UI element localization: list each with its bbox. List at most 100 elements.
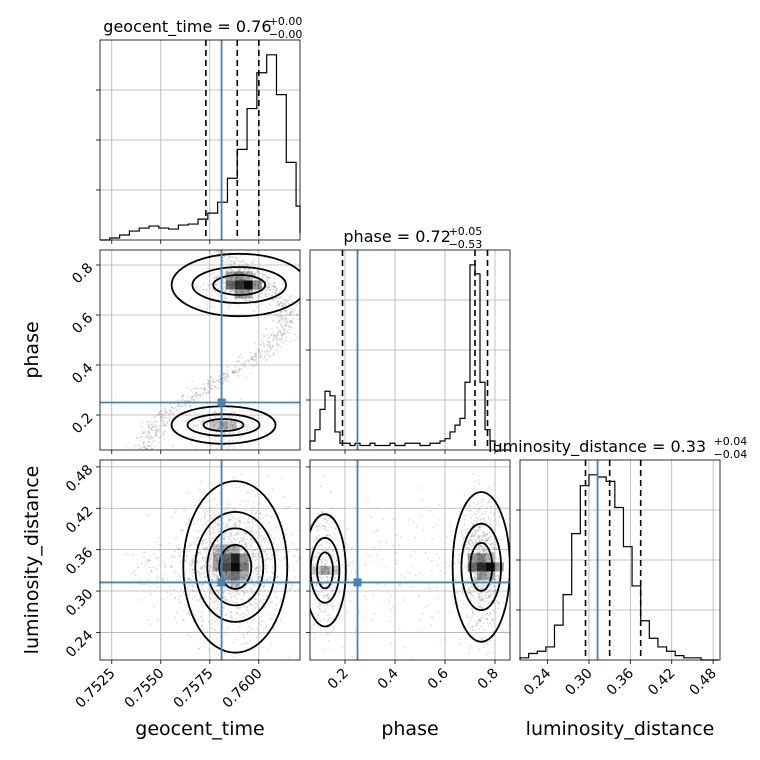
scatter-point	[318, 603, 321, 606]
scatter-point	[224, 532, 227, 534]
scatter-point	[203, 390, 206, 393]
scatter-point	[188, 578, 190, 581]
scatter-point	[222, 545, 225, 547]
scatter-point	[481, 587, 483, 589]
scatter-point	[276, 549, 279, 552]
scatter-point	[372, 594, 374, 597]
scatter-point	[244, 573, 247, 576]
scatter-point	[226, 523, 228, 526]
scatter-point	[247, 291, 249, 293]
scatter-point	[216, 540, 219, 543]
scatter-point	[272, 282, 275, 285]
scatter-point	[222, 431, 225, 434]
scatter-point	[218, 550, 221, 553]
scatter-point	[487, 614, 490, 617]
scatter-point	[480, 599, 483, 602]
scatter-point	[333, 532, 336, 535]
scatter-point	[148, 558, 151, 561]
scatter-point	[228, 268, 231, 271]
scatter-point	[479, 598, 482, 601]
scatter-point	[238, 368, 241, 371]
scatter-point	[241, 260, 244, 263]
scatter-point	[222, 591, 225, 594]
scatter-point	[248, 271, 251, 274]
scatter-point	[260, 292, 263, 295]
scatter-point	[487, 558, 490, 560]
scatter-point	[213, 562, 216, 565]
scatter-point	[189, 542, 192, 545]
scatter-point	[257, 570, 259, 573]
scatter-point	[315, 589, 317, 592]
scatter-point	[234, 585, 237, 588]
scatter-point	[488, 486, 490, 489]
title-phase: phase = 0.72+0.05−0.53	[343, 225, 482, 251]
scatter-point	[202, 420, 205, 422]
scatter-point	[489, 583, 492, 586]
scatter-point	[284, 324, 287, 327]
scatter-point	[474, 553, 477, 556]
scatter-point	[491, 542, 494, 545]
scatter-point	[239, 540, 241, 543]
scatter-point	[275, 293, 278, 296]
scatter-point	[187, 491, 190, 494]
scatter-point	[199, 480, 202, 483]
scatter-point	[256, 636, 258, 638]
scatter-point	[473, 576, 476, 579]
scatter-point	[390, 609, 392, 611]
scatter-point	[283, 329, 286, 332]
scatter-point	[260, 286, 263, 289]
scatter-point	[236, 585, 238, 588]
scatter-point	[266, 285, 269, 288]
scatter-point	[252, 360, 255, 363]
scatter-point	[485, 533, 488, 536]
scatter-point	[158, 436, 161, 439]
scatter-point	[244, 543, 247, 546]
scatter-point	[206, 272, 209, 275]
scatter-point	[202, 573, 205, 576]
scatter-point	[235, 291, 238, 294]
scatter-point	[276, 326, 279, 329]
scatter-point	[468, 577, 471, 579]
scatter-point	[381, 518, 384, 521]
scatter-point	[288, 328, 290, 331]
scatter-point	[203, 388, 206, 391]
scatter-point	[234, 411, 236, 414]
scatter-point	[226, 365, 229, 368]
title-luminosity_distance: luminosity_distance = 0.33 +0.04−0.04	[488, 435, 747, 461]
scatter-point	[238, 264, 241, 266]
scatter-point	[213, 412, 216, 414]
scatter-point	[248, 588, 251, 591]
scatter-point	[226, 508, 228, 511]
scatter-point	[206, 422, 209, 425]
scatter-point	[251, 299, 254, 302]
scatter-point	[228, 259, 231, 262]
scatter-point	[326, 579, 329, 582]
scatter-point	[210, 423, 213, 426]
scatter-point	[314, 568, 317, 570]
scatter-point	[242, 296, 245, 299]
scatter-point	[315, 522, 318, 525]
scatter-point	[214, 554, 217, 557]
scatter-point	[240, 367, 243, 370]
scatter-point	[224, 514, 227, 517]
scatter-point	[484, 594, 486, 597]
scatter-point	[191, 396, 194, 398]
scatter-point	[217, 414, 220, 417]
scatter-point	[150, 436, 153, 439]
scatter-point	[196, 520, 199, 523]
scatter-point	[462, 602, 465, 605]
scatter-point	[483, 636, 486, 638]
scatter-point	[230, 541, 232, 544]
scatter-point	[327, 632, 330, 635]
scatter-point	[188, 518, 191, 521]
scatter-point	[426, 604, 429, 607]
scatter-point	[315, 576, 317, 579]
scatter-point	[208, 648, 210, 651]
scatter-point	[205, 546, 208, 549]
scatter-point	[232, 517, 235, 520]
scatter-point	[224, 536, 227, 539]
scatter-point	[222, 596, 224, 599]
scatter-point	[481, 556, 484, 559]
scatter-point	[470, 592, 473, 595]
scatter-point	[153, 583, 156, 586]
